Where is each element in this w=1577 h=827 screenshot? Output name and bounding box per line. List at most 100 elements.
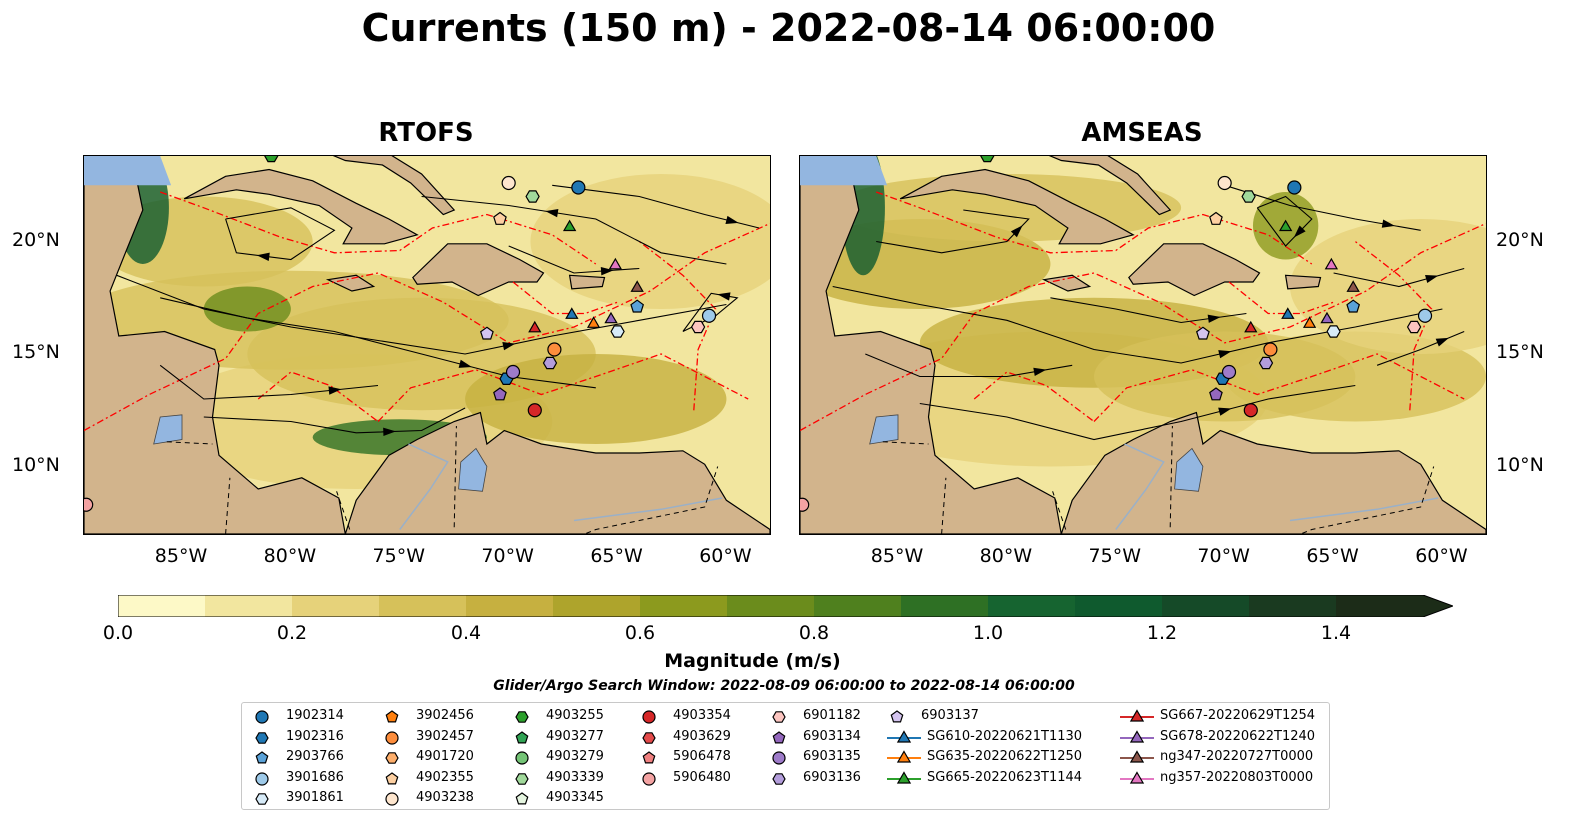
x-tick-label: 80°W bbox=[263, 545, 317, 567]
legend-label: SG665-20220623T1144 bbox=[927, 769, 1083, 785]
marker-4903255 bbox=[980, 156, 995, 163]
legend-item: SG667-20220629T1254 bbox=[1120, 708, 1320, 726]
marker-SG610-20220621T1130 bbox=[1281, 307, 1295, 319]
legend-marker-icon bbox=[515, 730, 529, 743]
legend-item: 4903277 bbox=[512, 729, 712, 747]
figure-title: Currents (150 m) - 2022-08-14 06:00:00 bbox=[361, 6, 1216, 50]
legend-marker-icon bbox=[385, 771, 399, 784]
colorbar-tick-label: 0.4 bbox=[450, 622, 482, 644]
legend-item: 2903766 bbox=[252, 749, 452, 767]
colorbar-segment bbox=[466, 595, 554, 617]
map-panel-rtofs[interactable] bbox=[83, 155, 771, 535]
marker-SG678-20220622T1240 bbox=[1320, 311, 1334, 324]
colorbar-segment bbox=[553, 595, 641, 617]
marker-6903137 bbox=[479, 326, 494, 340]
legend-item: 5906480 bbox=[639, 770, 839, 788]
legend-marker-icon bbox=[515, 751, 529, 765]
legend-label: SG678-20220622T1240 bbox=[1160, 728, 1316, 744]
x-tick-label: 80°W bbox=[979, 545, 1033, 567]
colorbar-tick-label: 1.4 bbox=[1320, 622, 1352, 644]
legend-label: 4903238 bbox=[416, 790, 474, 805]
legend-marker-icon bbox=[772, 711, 786, 723]
marker-4903255 bbox=[264, 156, 279, 163]
marker-SG667-20220629T1254 bbox=[1244, 320, 1258, 333]
marker-6903134 bbox=[493, 387, 507, 401]
marker-3901861 bbox=[1326, 325, 1341, 338]
search-window-caption: Glider/Argo Search Window: 2022-08-09 06… bbox=[493, 678, 1075, 694]
marker-5906480 bbox=[84, 497, 94, 512]
legend-item: 4903279 bbox=[512, 749, 712, 767]
legend-marker-icon bbox=[1120, 729, 1154, 743]
legend-item: SG635-20220622T1250 bbox=[887, 749, 1087, 767]
legend-item: 6903134 bbox=[769, 729, 969, 747]
x-tick-label: 70°W bbox=[481, 545, 534, 567]
marker-SG667-20220629T1254 bbox=[528, 320, 542, 333]
legend-marker-icon bbox=[890, 710, 904, 723]
legend-label: 6903137 bbox=[921, 708, 979, 723]
legend-item: 3902457 bbox=[382, 729, 582, 747]
y-tick-label: 20°N bbox=[12, 228, 60, 251]
map-canvas-amseas bbox=[800, 156, 1486, 534]
legend-marker-icon bbox=[515, 772, 529, 785]
colorbar-tick-label: 0.8 bbox=[798, 622, 830, 644]
colorbar-segment bbox=[1075, 595, 1163, 617]
x-tick-label: 60°W bbox=[699, 545, 752, 567]
marker-6903137 bbox=[1195, 326, 1210, 340]
marker-6901182 bbox=[1406, 320, 1422, 334]
legend-item: 3901861 bbox=[252, 790, 452, 808]
legend-item: 4903354 bbox=[639, 708, 839, 726]
marker-3902457 bbox=[1263, 342, 1278, 357]
colorbar-segment bbox=[814, 595, 902, 617]
legend-marker-icon bbox=[642, 751, 656, 764]
colorbar-segment bbox=[1249, 595, 1337, 617]
marker-3901686 bbox=[701, 308, 717, 323]
legend-marker-icon bbox=[772, 751, 786, 765]
legend-marker-icon bbox=[515, 711, 529, 723]
marker-ng347-20220727T0000 bbox=[1346, 280, 1360, 292]
panel-title-rtofs: RTOFS bbox=[378, 118, 474, 148]
map-panel-amseas[interactable] bbox=[799, 155, 1487, 535]
legend-label: 3901686 bbox=[286, 769, 344, 785]
colorbar-segment bbox=[118, 595, 206, 617]
legend-marker-icon bbox=[1120, 750, 1154, 763]
legend-label: 4903354 bbox=[673, 708, 731, 723]
marker-6903134 bbox=[1209, 387, 1223, 401]
marker-1902314 bbox=[1287, 180, 1302, 195]
marker-4903339 bbox=[1241, 190, 1256, 203]
legend-marker-icon bbox=[255, 751, 269, 764]
legend-marker-icon bbox=[385, 710, 399, 723]
y-tick-label: 15°N bbox=[1496, 341, 1544, 363]
legend-marker-icon bbox=[1120, 709, 1154, 722]
marker-SG678-20220622T1240 bbox=[604, 311, 618, 324]
legend-label: 6903134 bbox=[803, 728, 861, 744]
colorbar-segment bbox=[292, 595, 380, 617]
legend-item: ng347-20220727T0000 bbox=[1120, 749, 1320, 767]
legend-item: 6903135 bbox=[769, 749, 969, 767]
x-tick-label: 85°W bbox=[870, 545, 924, 567]
legend-item: 6901182 bbox=[769, 708, 969, 726]
marker-6903135 bbox=[1221, 364, 1237, 380]
legend-label: 4903339 bbox=[546, 769, 604, 785]
legend-item: 1902314 bbox=[252, 708, 452, 726]
legend-item: SG665-20220623T1144 bbox=[887, 770, 1087, 788]
colorbar-segment bbox=[1336, 595, 1424, 617]
panel-title-amseas: AMSEAS bbox=[1081, 118, 1203, 148]
legend-label: 3902457 bbox=[416, 728, 474, 744]
legend-marker-icon bbox=[887, 729, 921, 743]
colorbar-extend-arrow bbox=[1423, 595, 1453, 617]
marker-6903135 bbox=[505, 364, 521, 380]
colorbar-tick-label: 1.2 bbox=[1146, 622, 1178, 644]
legend-item: 4903238 bbox=[382, 790, 582, 808]
legend-marker-icon bbox=[255, 771, 269, 786]
colorbar bbox=[117, 594, 1455, 618]
x-tick-label: 70°W bbox=[1197, 545, 1250, 567]
legend-label: 4903255 bbox=[546, 708, 604, 723]
legend-item: 5906478 bbox=[639, 749, 839, 767]
colorbar-tick-label: 0.2 bbox=[276, 622, 308, 644]
legend-marker-icon bbox=[642, 710, 656, 724]
legend-marker-icon bbox=[887, 750, 921, 763]
legend-item: 6903137 bbox=[887, 708, 1087, 726]
legend-marker-icon bbox=[1120, 770, 1154, 784]
colorbar-tick-label: 1.0 bbox=[972, 622, 1004, 644]
marker-4903354 bbox=[527, 403, 542, 418]
